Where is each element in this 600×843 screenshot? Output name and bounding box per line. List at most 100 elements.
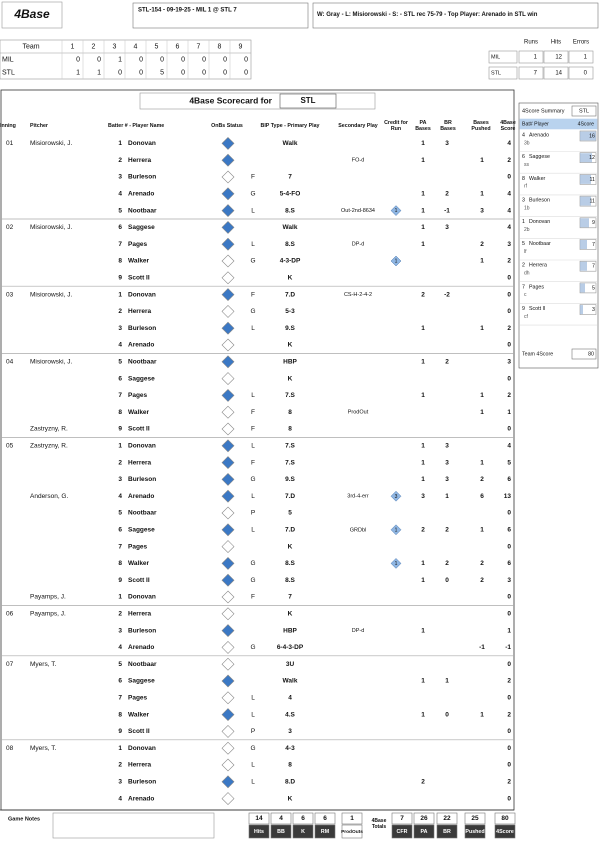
summary-score-bar bbox=[580, 174, 591, 184]
pitcher: Payamps, J. bbox=[30, 611, 66, 618]
4base-score: 4 bbox=[507, 207, 511, 214]
bases-pushed: 1 bbox=[480, 325, 484, 332]
total-value-box bbox=[464, 812, 486, 825]
scorecard-title: 4Base Scorecard for bbox=[189, 95, 272, 105]
batter-number: 7 bbox=[118, 695, 122, 702]
rhe-value: 7 bbox=[534, 71, 538, 77]
rhe-value: 12 bbox=[555, 55, 562, 61]
4base-score: 13 bbox=[504, 493, 512, 500]
inning-label: 04 bbox=[6, 359, 14, 366]
bases-pushed: 1 bbox=[480, 157, 484, 164]
br-bases: 3 bbox=[445, 140, 449, 147]
bip-type: F bbox=[251, 174, 255, 181]
onbase-status bbox=[221, 439, 235, 453]
rhe-value-box bbox=[543, 50, 569, 64]
summary-score-bar bbox=[580, 261, 587, 271]
bip-type: L bbox=[251, 527, 255, 534]
secondary-play: GRDbl bbox=[350, 527, 367, 533]
batter-number: 1 bbox=[118, 140, 122, 147]
bip-type: G bbox=[250, 560, 255, 567]
batter-name: Saggese bbox=[128, 224, 155, 231]
bip-type: G bbox=[250, 745, 255, 752]
column-header-area: Inning bbox=[0, 123, 16, 129]
4base-score: 2 bbox=[507, 779, 511, 786]
prod-outs-label: ProdOuts bbox=[341, 829, 363, 835]
total-value: 26 bbox=[420, 815, 428, 822]
batter-number: 9 bbox=[118, 275, 122, 282]
summary-score-bar bbox=[580, 283, 585, 293]
total-label: PA bbox=[421, 829, 428, 835]
batter-name: Herrera bbox=[128, 611, 152, 618]
batter-number: 6 bbox=[118, 678, 122, 685]
bip-type: L bbox=[251, 762, 255, 769]
batter-name: Saggese bbox=[128, 375, 155, 382]
secondary-play: DP-d bbox=[352, 628, 365, 634]
total-label-box bbox=[292, 824, 314, 839]
br-bases: 3 bbox=[445, 459, 449, 466]
line-score-team: MIL bbox=[2, 56, 14, 63]
secondary-play: FO-d bbox=[352, 158, 365, 164]
4base-score: 0 bbox=[507, 426, 511, 433]
rhe-value-box bbox=[543, 66, 569, 80]
inning-runs: 0 bbox=[223, 69, 227, 76]
onbase-status bbox=[221, 355, 235, 369]
pitcher: Zastryzny, R. bbox=[30, 426, 68, 433]
column-header-area: 4Base Score bbox=[500, 120, 516, 132]
total-label-box bbox=[436, 824, 458, 839]
column-header-area: OnBs Status bbox=[211, 123, 243, 129]
totals-label-area: 4Base Totals bbox=[371, 818, 387, 830]
totals-label: 4Base Totals bbox=[371, 818, 387, 830]
batter-number: 1 bbox=[118, 745, 122, 752]
onbase-status bbox=[221, 472, 235, 486]
total-value: 7 bbox=[400, 815, 404, 822]
primary-play: 8.S bbox=[285, 560, 295, 567]
onbase-status bbox=[221, 153, 235, 167]
inning-number: 6 bbox=[176, 43, 180, 50]
inning-runs: 0 bbox=[181, 56, 185, 63]
scorecard-team: STL bbox=[300, 96, 315, 105]
br-bases: 3 bbox=[445, 224, 449, 231]
bases-pushed: 2 bbox=[480, 560, 484, 567]
bip-type: G bbox=[250, 577, 255, 584]
onbase-status bbox=[221, 321, 235, 335]
primary-play: Walk bbox=[283, 678, 298, 685]
onbase-status bbox=[221, 405, 235, 419]
inning-runs: 0 bbox=[244, 56, 248, 63]
summary-player: Saggese bbox=[529, 154, 550, 160]
pa-bases: 1 bbox=[421, 224, 425, 231]
batter-number: 2 bbox=[118, 611, 122, 618]
inning-runs: 0 bbox=[139, 69, 143, 76]
secondary-play: DP-d bbox=[352, 242, 365, 248]
primary-play: 8.S bbox=[285, 241, 295, 248]
primary-play: HBP bbox=[283, 359, 297, 366]
total-label: Hits bbox=[254, 829, 264, 835]
br-bases: 3 bbox=[445, 476, 449, 483]
batter-number: 7 bbox=[118, 543, 122, 550]
bases-pushed: 1 bbox=[480, 191, 484, 198]
rhe-header: Runs bbox=[524, 40, 538, 46]
4base-score: 0 bbox=[507, 762, 511, 769]
pa-bases: 1 bbox=[421, 207, 425, 214]
batter-name: Arenado bbox=[128, 493, 154, 500]
inning-runs: 0 bbox=[139, 56, 143, 63]
primary-play: 7 bbox=[288, 174, 292, 181]
total-value: 6 bbox=[301, 815, 305, 822]
onbase-status bbox=[221, 204, 235, 218]
pa-bases: 1 bbox=[421, 140, 425, 147]
summary-bat-number: 4 bbox=[522, 132, 525, 138]
summary-player: Scott II bbox=[529, 306, 546, 312]
batter-name: Nootbaar bbox=[128, 207, 157, 214]
pa-bases: 1 bbox=[421, 443, 425, 450]
column-header-area: Credit for Run bbox=[384, 120, 408, 132]
summary-bat-number: 1 bbox=[522, 219, 525, 225]
4base-score: 4 bbox=[507, 191, 511, 198]
pa-bases: 1 bbox=[421, 459, 425, 466]
summary-header-bar bbox=[519, 118, 598, 130]
game-result-area: W: Gray - L: Misiorowski - S: - STL rec … bbox=[317, 12, 537, 18]
batter-name: Scott II bbox=[128, 275, 150, 282]
summary-player: Walker bbox=[529, 176, 546, 182]
result-box bbox=[312, 2, 599, 29]
total-label-box bbox=[391, 824, 413, 839]
bip-type: L bbox=[251, 325, 255, 332]
credit-for-run: 1 bbox=[395, 561, 398, 567]
